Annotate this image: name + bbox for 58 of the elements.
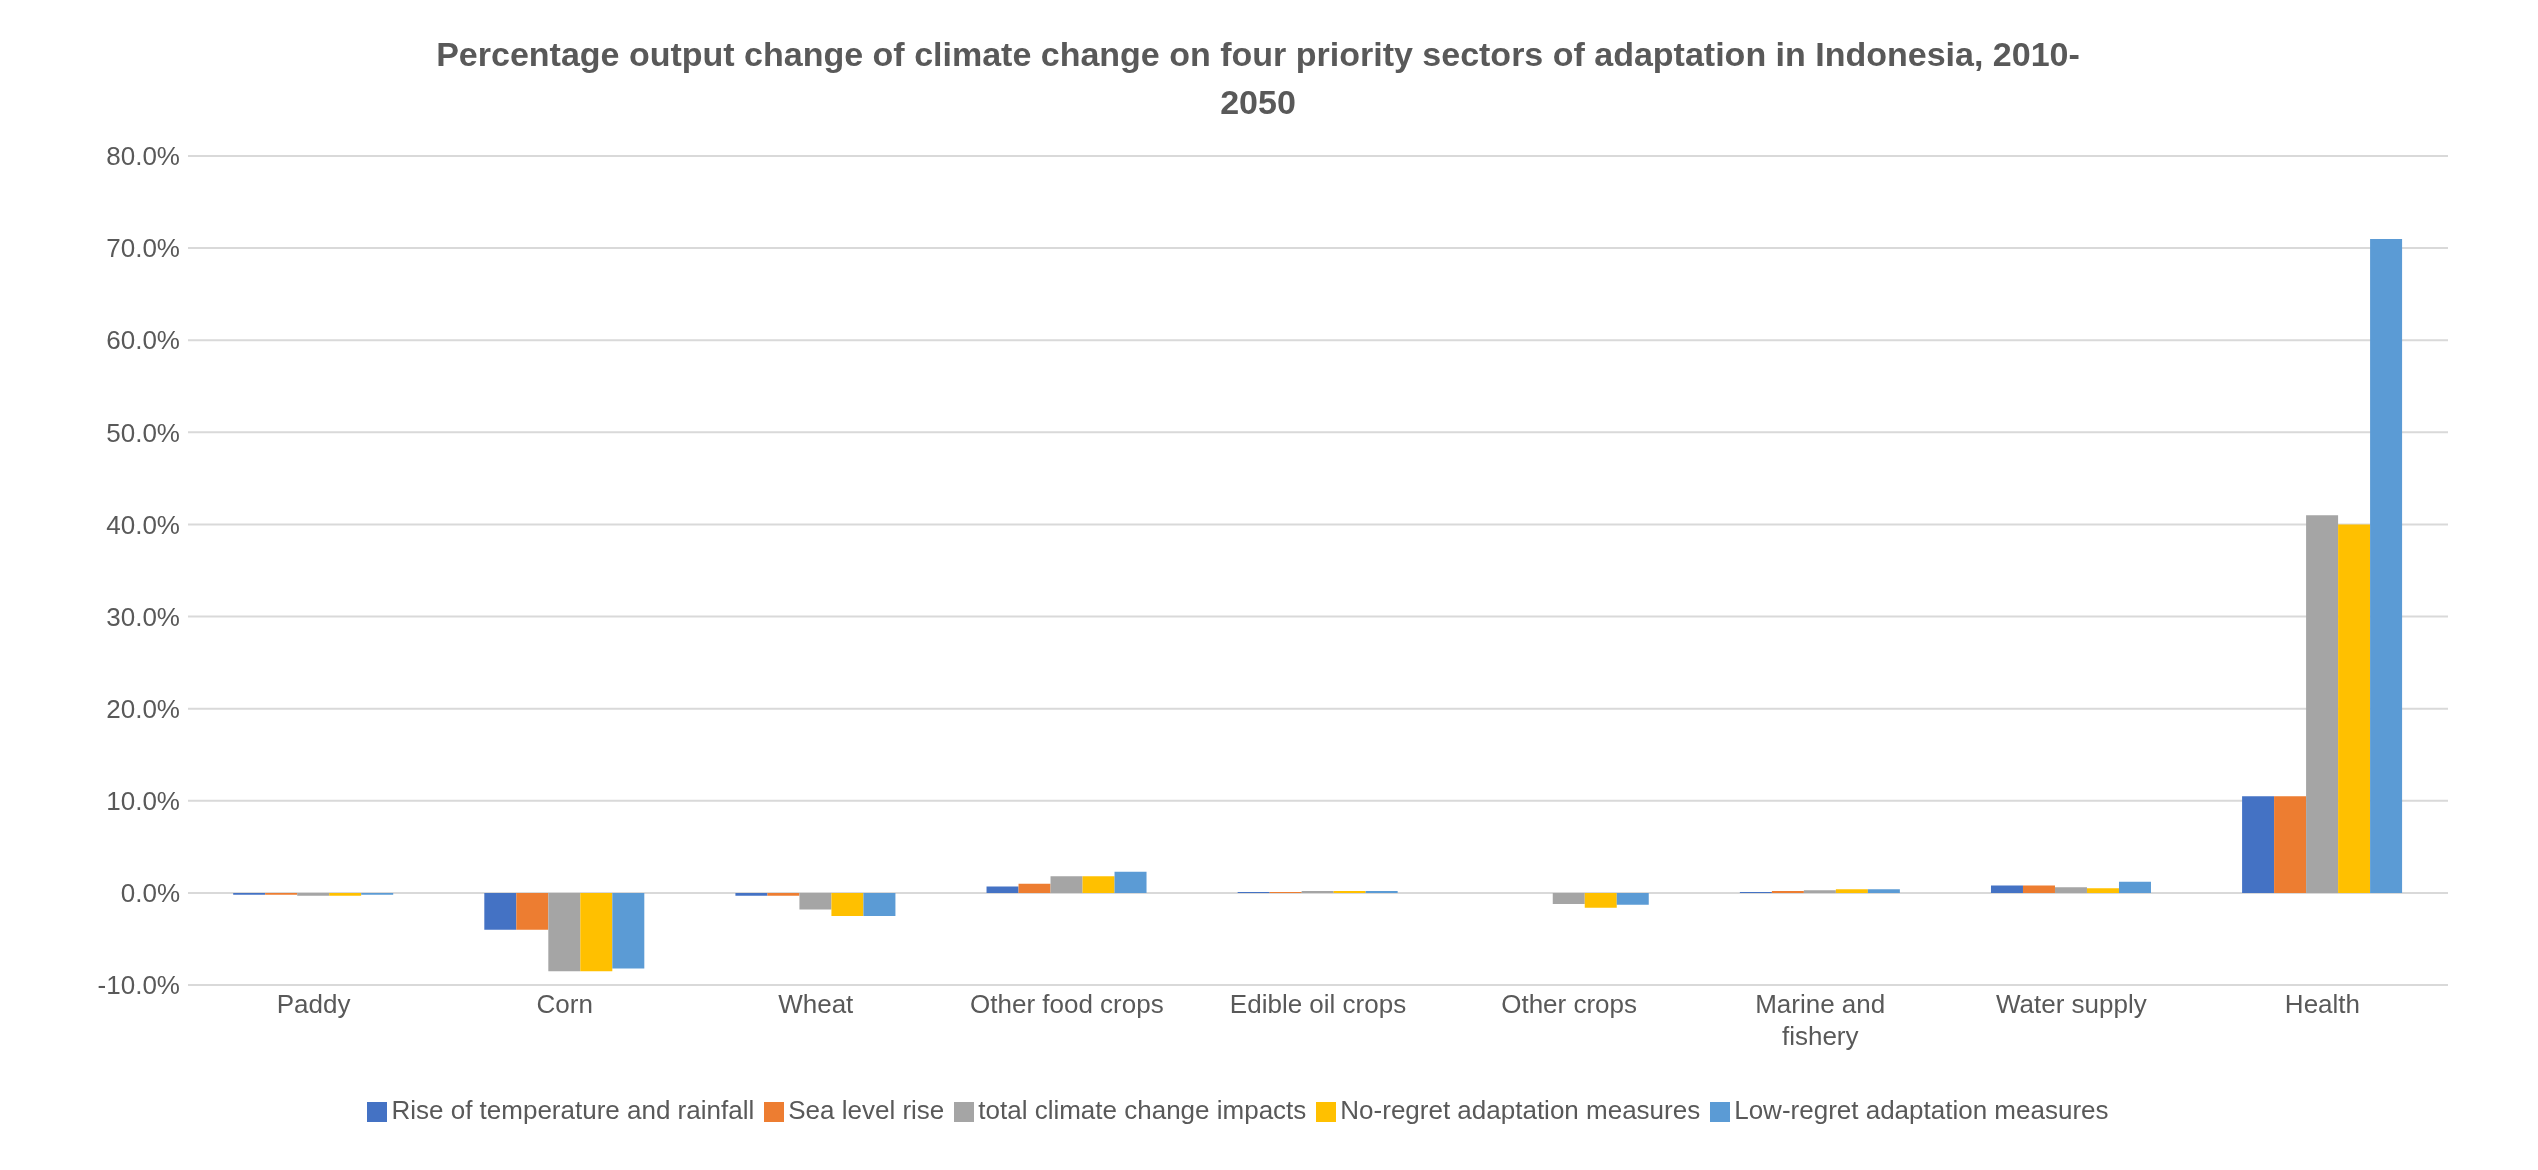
bar <box>2242 796 2275 893</box>
legend-label: total climate change impacts <box>978 1095 1307 1125</box>
bar <box>1867 889 1900 893</box>
y-tick-label: 50.0% <box>106 417 180 448</box>
x-tick-label: Health <box>2284 989 2361 1019</box>
y-tick-label: 40.0% <box>106 509 180 540</box>
bar <box>2370 238 2403 893</box>
y-tick-label: 0.0% <box>120 878 180 909</box>
y-tick-label: 80.0% <box>106 141 180 172</box>
bar <box>329 892 362 896</box>
bar <box>580 892 613 972</box>
bar <box>1082 876 1115 893</box>
bar <box>2274 796 2307 893</box>
bar <box>2054 887 2087 893</box>
bar <box>831 892 864 916</box>
x-tick-label: Other crops <box>1501 989 1638 1019</box>
x-tick-label: Water supply <box>1995 989 2147 1019</box>
bar <box>612 892 645 969</box>
bar <box>1584 892 1617 908</box>
bar <box>986 886 1019 893</box>
bar <box>1114 871 1147 893</box>
bar <box>1616 892 1649 905</box>
bar <box>516 892 549 930</box>
bar <box>548 892 581 972</box>
bar <box>1803 890 1836 893</box>
chart-title: Percentage output change of climate change on four priority sectors of adaptation in Indonesia, 2010-2050 <box>435 34 2081 123</box>
bar <box>1990 885 2023 893</box>
bar <box>2306 515 2339 893</box>
bar <box>735 892 768 896</box>
bar <box>863 892 896 916</box>
bar <box>2338 524 2371 893</box>
x-tick-label: Paddy <box>276 989 351 1019</box>
y-tick-label: 30.0% <box>106 601 180 632</box>
bar <box>2118 881 2151 893</box>
y-tick-label: 20.0% <box>106 693 180 724</box>
bar <box>1835 889 1868 893</box>
bar <box>1018 883 1051 893</box>
bar <box>1050 876 1083 893</box>
y-tick-label: 10.0% <box>106 786 180 817</box>
y-tick-label: 70.0% <box>106 233 180 264</box>
legend-label: No-regret adaptation measures <box>1340 1095 1701 1125</box>
bar <box>2086 888 2119 893</box>
x-tick-label: Marine and fishery <box>1755 989 1886 1051</box>
bar <box>297 892 330 896</box>
bar <box>2022 885 2055 893</box>
x-tick-label: Corn <box>536 989 593 1019</box>
y-tick-label: -10.0% <box>97 970 180 1001</box>
legend-label: Low-regret adaptation measures <box>1734 1095 2109 1125</box>
x-tick-label: Edible oil crops <box>1229 989 1407 1019</box>
bar <box>767 892 800 896</box>
bar <box>799 892 832 910</box>
x-tick-label: Wheat <box>778 989 855 1019</box>
bar <box>484 892 517 930</box>
legend-label: Sea level rise <box>788 1095 945 1125</box>
legend-label: Rise of temperature and rainfall <box>391 1095 755 1125</box>
bar <box>1552 892 1585 904</box>
y-tick-label: 60.0% <box>106 325 180 356</box>
x-tick-label: Other food crops <box>970 989 1164 1019</box>
